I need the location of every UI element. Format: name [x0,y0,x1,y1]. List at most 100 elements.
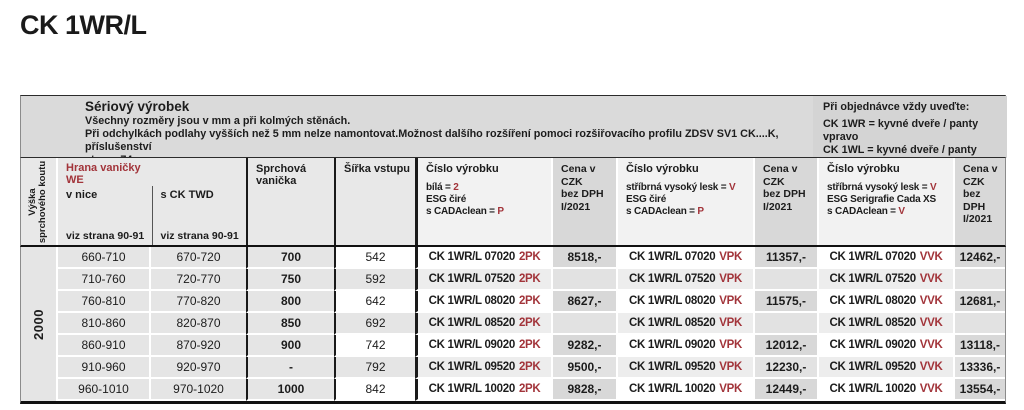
cell-v-nice: 710-760 [56,269,149,291]
cell-s-ck-twd: 670-720 [149,247,246,269]
cell-product-code-3: CK 1WR/L 08520 VVK [817,313,953,335]
cell-product-code-3: CK 1WR/L 07020 VVK [817,247,953,269]
cell-price-3: 12462,- [953,247,1005,269]
cell-product-code-2: CK 1WR/L 09520 VPK [616,357,753,379]
height-value-cell: 2000 [21,247,56,401]
cell-sirka-vstupu: 792 [334,357,415,379]
cell-v-nice: 760-810 [56,291,149,313]
cell-s-ck-twd: 720-770 [149,269,246,291]
header-product-1: Číslo výrobku bílá = 2 ESG čiré s CADAcl… [415,158,551,245]
cell-product-code-1: CK 1WR/L 09520 2PK [415,357,551,379]
order-note-line-1: CK 1WR = kyvné dveře / panty vpravo [823,118,979,143]
header-price-3: Cena v CZK bez DPH I/2021 [953,158,1005,245]
cell-sprchova-vanicka: - [246,357,334,379]
cell-v-nice: 860-910 [56,335,149,357]
info-line-2: Při odchylkách podlahy vyšších než 5 mm … [85,128,779,153]
height-column-label: Výška sprchového koutu [27,160,49,243]
page-title: CK 1WR/L [20,10,147,40]
header-s-ck-twd: s CK TWD viz strana 90-91 [151,186,247,245]
cell-product-code-3: CK 1WR/L 08020 VVK [817,291,953,313]
cell-sprchova-vanicka: 750 [246,269,334,291]
hrana-subcolumns: v nice viz strana 90-91 s CK TWD viz str… [58,186,246,245]
cell-price-1: 8627,- [551,291,616,313]
cell-s-ck-twd: 770-820 [149,291,246,313]
header-height-column: Výška sprchového koutu [21,158,56,245]
cell-s-ck-twd: 870-920 [149,335,246,357]
header-sprchova-vanicka: Sprchová vanička [246,158,334,245]
cell-price-1: 9500,- [551,357,616,379]
order-note-box: Při objednávce vždy uveďte: CK 1WR = kyv… [813,96,1007,169]
cell-product-code-3: CK 1WR/L 09520 VVK [817,357,953,379]
cell-v-nice: 810-860 [56,313,149,335]
cell-v-nice: 960-1010 [56,379,149,401]
cell-sirka-vstupu: 692 [334,313,415,335]
cell-product-code-1: CK 1WR/L 10020 2PK [415,379,551,401]
cell-sprchova-vanicka: 1000 [246,379,334,401]
cell-v-nice: 910-960 [56,357,149,379]
cell-price-1: 9282,- [551,335,616,357]
header-sirka-vstupu: Šířka vstupu [334,158,415,245]
cell-product-code-3: CK 1WR/L 10020 VVK [817,379,953,401]
info-band: Sériový výrobek Všechny rozměry jsou v m… [20,95,1007,169]
cell-price-2 [753,269,817,291]
table-header: Výška sprchového koutu Hrana vaničky WE … [20,157,1006,247]
cell-product-code-1: CK 1WR/L 07020 2PK [415,247,551,269]
cell-product-code-2: CK 1WR/L 09020 VPK [616,335,753,357]
cell-price-3 [953,269,1005,291]
cell-product-code-3: CK 1WR/L 07520 VVK [817,269,953,291]
header-price-2: Cena v CZK bez DPH I/2021 [753,158,817,245]
cell-product-code-2: CK 1WR/L 08020 VPK [616,291,753,313]
viz-link-1: viz strana 90-91 [66,230,145,242]
cell-price-1 [551,313,616,335]
table-body: 2000 660-710 670-720 700 542 CK 1WR/L 07… [20,247,1006,404]
cell-v-nice: 660-710 [56,247,149,269]
header-price-1: Cena v CZK bez DPH I/2021 [551,158,616,245]
cell-price-1: 8518,- [551,247,616,269]
header-hrana-vanicky: Hrana vaničky WE v nice viz strana 90-91… [56,158,246,245]
cell-product-code-1: CK 1WR/L 08520 2PK [415,313,551,335]
cell-sirka-vstupu: 642 [334,291,415,313]
cell-price-3: 13336,- [953,357,1005,379]
info-line-1: Všechny rozměry jsou v mm a při kolmých … [85,115,351,127]
order-note-heading: Při objednávce vždy uveďte: [823,101,970,113]
cell-sprchova-vanicka: 800 [246,291,334,313]
hrana-title: Hrana vaničky WE [66,162,141,186]
cell-sirka-vstupu: 542 [334,247,415,269]
cell-price-1 [551,269,616,291]
info-heading: Sériový výrobek [85,99,190,114]
cell-sirka-vstupu: 842 [334,379,415,401]
header-product-2: Číslo výrobku stříbrná vysoký lesk = V E… [616,158,753,245]
cell-sirka-vstupu: 742 [334,335,415,357]
header-product-3: Číslo výrobku stříbrná vysoký lesk = V E… [817,158,953,245]
cell-product-code-2: CK 1WR/L 10020 VPK [616,379,753,401]
cell-price-3: 12681,- [953,291,1005,313]
cell-product-code-1: CK 1WR/L 08020 2PK [415,291,551,313]
cell-sprchova-vanicka: 850 [246,313,334,335]
viz-link-2: viz strana 90-91 [160,230,239,242]
cell-price-1: 9828,- [551,379,616,401]
cell-price-3 [953,313,1005,335]
cell-sprchova-vanicka: 700 [246,247,334,269]
cell-price-2: 12230,- [753,357,817,379]
info-text: Sériový výrobek Všechny rozměry jsou v m… [85,99,809,167]
cell-price-2: 12012,- [753,335,817,357]
cell-product-code-1: CK 1WR/L 09020 2PK [415,335,551,357]
cell-s-ck-twd: 920-970 [149,357,246,379]
cell-price-2: 11575,- [753,291,817,313]
cell-price-2: 12449,- [753,379,817,401]
cell-sprchova-vanicka: 900 [246,335,334,357]
cell-product-code-2: CK 1WR/L 07520 VPK [616,269,753,291]
cell-sirka-vstupu: 592 [334,269,415,291]
cell-product-code-1: CK 1WR/L 07520 2PK [415,269,551,291]
cell-price-3: 13118,- [953,335,1005,357]
cell-s-ck-twd: 820-870 [149,313,246,335]
cell-product-code-3: CK 1WR/L 09020 VVK [817,335,953,357]
cell-price-2 [753,313,817,335]
header-v-nice: v nice viz strana 90-91 [58,186,152,245]
cell-product-code-2: CK 1WR/L 07020 VPK [616,247,753,269]
cell-price-3: 13554,- [953,379,1005,401]
cell-s-ck-twd: 970-1020 [149,379,246,401]
cell-product-code-2: CK 1WR/L 08520 VPK [616,313,753,335]
cell-price-2: 11357,- [753,247,817,269]
